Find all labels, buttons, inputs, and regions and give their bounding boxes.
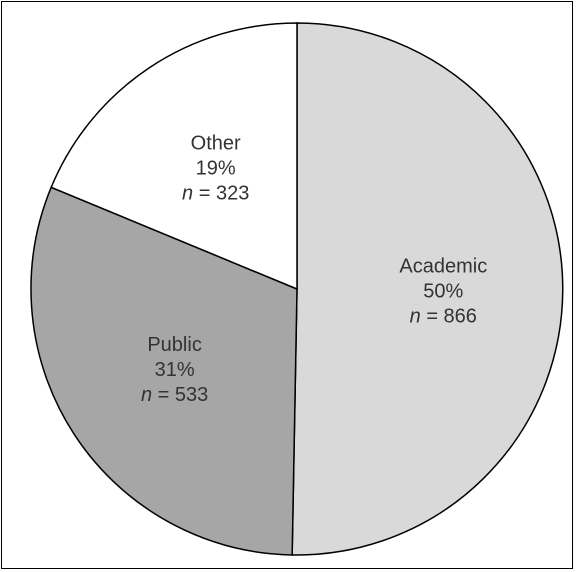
slice-count-label: n = 533 (141, 384, 208, 406)
pie-labels: Academic 50% n = 866 Public 31% n = 533 Other 1… (141, 132, 487, 406)
slice-name-label: Other (191, 132, 241, 154)
slice-percent-label: 50% (423, 280, 463, 302)
pie-slice-other (50, 22, 298, 291)
slice-name-label: Academic (399, 255, 487, 277)
slice-name-label: Public (147, 334, 201, 356)
slice-count-label: n = 866 (410, 305, 477, 327)
pie-slices (30, 22, 564, 556)
pie-slice-public (30, 186, 298, 556)
pie-label-public: Public 31% n = 533 (141, 334, 208, 406)
pie-chart: Academic 50% n = 866 Public 31% n = 533 Other 1… (30, 22, 564, 556)
slice-percent-label: 31% (155, 359, 195, 381)
pie-label-academic: Academic 50% n = 866 (399, 255, 487, 327)
pie-slice-academic (291, 22, 564, 556)
pie-label-other: Other 19% n = 323 (182, 132, 249, 204)
slice-count-label: n = 323 (182, 182, 249, 204)
slice-percent-label: 19% (196, 157, 236, 179)
